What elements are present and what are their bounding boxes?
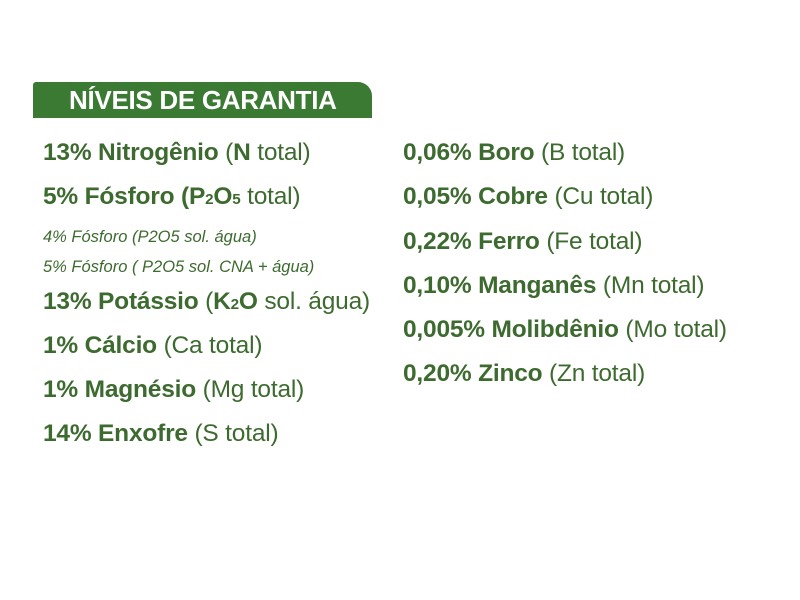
guarantee-item: 0,10% Manganês (Mn total) <box>403 270 727 314</box>
guarantee-item: 5% Fósforo (P2O5 total) <box>43 181 370 225</box>
nutrient-basis: total) <box>240 183 301 211</box>
nutrient-basis: total) <box>250 139 311 166</box>
nutrient-label: 1% Cálcio <box>43 331 164 359</box>
subscript: 2 <box>230 295 239 313</box>
guarantee-item: 13% Nitrogênio (N total) <box>43 137 370 181</box>
nutrient-basis: 4% Fósforo (P2O5 sol. água) <box>43 227 257 246</box>
nutrient-basis: (Cu total) <box>554 183 654 211</box>
nutrient-label: K <box>213 287 231 315</box>
subscript: 5 <box>232 191 241 209</box>
guarantee-item: 0,05% Cobre (Cu total) <box>403 181 727 225</box>
nutrient-label: 0,05% Cobre <box>403 183 555 211</box>
nutrient-basis: (B total) <box>541 139 626 166</box>
guarantee-item: 14% Enxofre (S total) <box>43 418 370 462</box>
nutrient-label: O <box>213 183 233 211</box>
nutrient-basis: (Zn total) <box>549 360 646 388</box>
guarantee-subitem: 5% Fósforo ( P2O5 sol. CNA + água) <box>43 256 370 286</box>
guarantee-list-left: 13% Nitrogênio (N total) 5% Fósforo (P2O5… <box>43 137 370 463</box>
nutrient-label: 0,10% Manganês <box>403 271 603 299</box>
guarantee-item: 1% Magnésio (Mg total) <box>43 374 370 418</box>
nutrient-label: 13% Potássio <box>43 287 206 315</box>
subscript: 2 <box>205 191 214 209</box>
guarantee-subitem: 4% Fósforo (P2O5 sol. água) <box>43 226 370 256</box>
nutrient-label: 14% Enxofre <box>43 420 195 448</box>
nutrient-label: P <box>188 183 206 211</box>
guarantee-list-right: 0,06% Boro (B total) 0,05% Cobre (Cu tota… <box>403 137 727 403</box>
nutrient-basis: ( <box>205 287 214 315</box>
nutrient-label: 0,005% Molibdênio <box>403 316 626 344</box>
guarantee-item: 13% Potássio (K2O sol. água) <box>43 286 370 330</box>
nutrient-label: 0,20% Zinco <box>403 360 550 388</box>
guarantee-item: 1% Cálcio (Ca total) <box>43 330 370 374</box>
section-title: NÍVEIS DE GARANTIA <box>69 85 337 115</box>
guarantee-item: 0,20% Zinco (Zn total) <box>403 358 727 402</box>
nutrient-label: N <box>233 139 251 166</box>
nutrient-basis: ( <box>225 139 234 166</box>
nutrient-basis: (S total) <box>194 420 279 448</box>
nutrient-label: 1% Magnésio <box>43 376 203 404</box>
nutrient-label: O <box>238 287 258 315</box>
guarantee-item: 0,005% Molibdênio (Mo total) <box>403 314 727 358</box>
nutrient-basis: (Mn total) <box>602 271 705 299</box>
nutrient-basis: (Fe total) <box>546 227 643 255</box>
nutrient-label: 13% Nitrogênio <box>43 139 226 166</box>
nutrient-label: 5% Fósforo ( <box>43 183 189 211</box>
nutrient-basis: (Mg total) <box>202 376 305 404</box>
nutrient-basis: 5% Fósforo ( P2O5 sol. CNA + água) <box>43 257 315 276</box>
guarantee-item: 0,06% Boro (B total) <box>403 137 727 181</box>
nutrient-basis: sol. água) <box>257 287 370 315</box>
nutrient-label: 0,06% Boro <box>403 139 542 166</box>
nutrient-label: 0,22% Ferro <box>403 227 547 255</box>
nutrient-basis: (Ca total) <box>163 331 263 359</box>
guarantee-item: 0,22% Ferro (Fe total) <box>403 226 727 270</box>
section-header: NÍVEIS DE GARANTIA <box>33 82 372 118</box>
nutrient-basis: (Mo total) <box>625 316 727 344</box>
